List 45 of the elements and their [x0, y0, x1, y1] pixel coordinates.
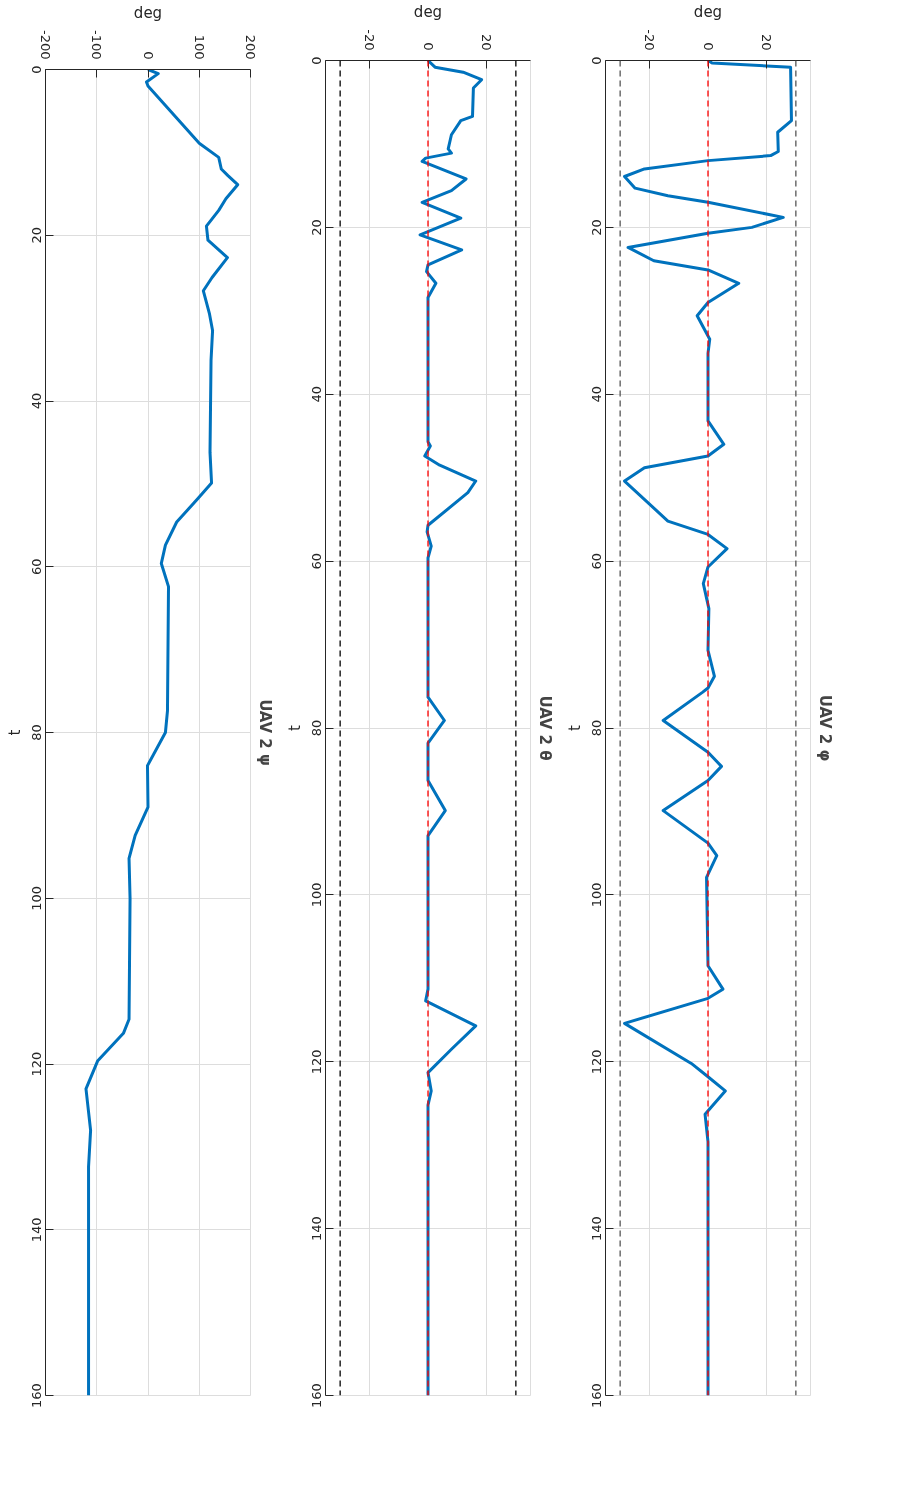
- y-tick-label: 100: [308, 882, 324, 908]
- x-axis-title: deg: [693, 3, 723, 22]
- y-tick-label: 120: [588, 1049, 604, 1075]
- x-tick-label: -20: [361, 29, 377, 51]
- y-tick-label: 40: [28, 392, 44, 410]
- x-tick-label: -200: [38, 30, 53, 60]
- y-tick-label: 80: [28, 724, 44, 741]
- y-tick-label: 140: [28, 1217, 44, 1243]
- x-tick-label: 20: [479, 33, 495, 51]
- y-axis-title: t: [285, 724, 304, 731]
- x-tick-label: 0: [420, 42, 436, 51]
- y-tick-label: 20: [308, 219, 324, 236]
- y-tick-label: 160: [588, 1383, 604, 1408]
- x-tick-label: 0: [700, 42, 716, 51]
- y-tick-label: 120: [28, 1051, 44, 1077]
- y-tick-label: 0: [28, 65, 44, 74]
- y-tick-label: 60: [308, 552, 324, 570]
- y-tick-label: 40: [588, 385, 604, 403]
- y-tick-label: 100: [28, 885, 44, 911]
- y-tick-label: 100: [588, 882, 604, 908]
- y-tick-label: 80: [308, 719, 324, 737]
- x-tick-label: 0: [140, 51, 156, 60]
- text: UAV 2 θ: [535, 695, 554, 761]
- x-axis-title: deg: [413, 3, 443, 22]
- y-axis-title: t: [5, 729, 24, 736]
- y-tick-label: 80: [588, 719, 604, 737]
- y-tick-label: 60: [28, 558, 44, 576]
- y-tick-label: 160: [28, 1383, 44, 1408]
- x-axis-title: deg: [133, 4, 163, 22]
- x-tick-label: -100: [89, 30, 105, 60]
- y-tick-label: 140: [308, 1216, 324, 1242]
- x-tick-label: 200: [243, 34, 258, 60]
- text: UAV 2 φ: [815, 694, 834, 762]
- x-tick-label: -20: [641, 29, 657, 51]
- y-tick-label: 20: [588, 219, 604, 236]
- text: UAV 2 ψ: [255, 699, 274, 766]
- y-axis-title: t: [565, 724, 584, 731]
- y-tick-label: 20: [28, 226, 44, 244]
- y-tick-label: 160: [308, 1383, 324, 1408]
- y-tick-label: 60: [588, 552, 604, 570]
- y-tick-label: 140: [588, 1216, 604, 1242]
- y-tick-label: 40: [308, 385, 324, 403]
- x-tick-label: 20: [759, 33, 775, 51]
- y-tick-label: 120: [308, 1049, 324, 1075]
- x-tick-label: 100: [191, 34, 207, 60]
